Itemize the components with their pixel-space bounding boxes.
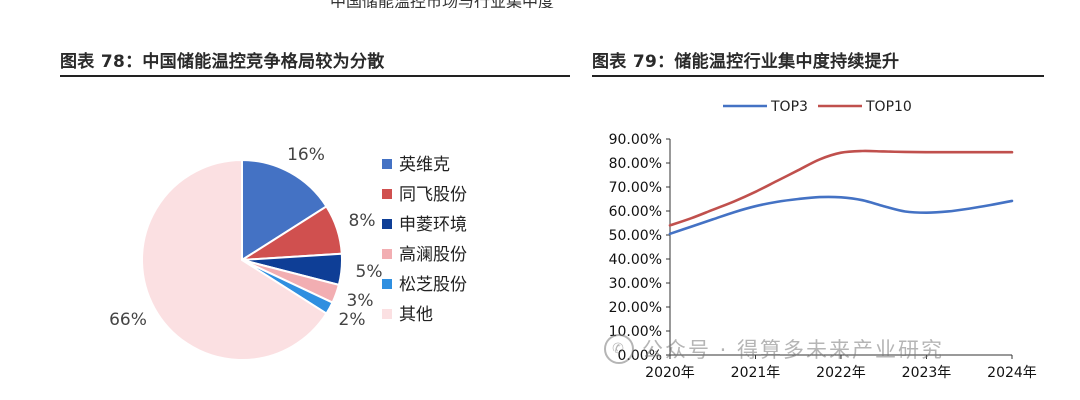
watermark-text: 公众号 · 得算多未来产业研究 xyxy=(642,338,945,362)
header-fragment-text: 中国储能温控市场与行业集中度 xyxy=(330,0,554,8)
x-tick-label: 2024年 xyxy=(987,365,1037,381)
y-tick-label: 30.00% xyxy=(609,276,662,292)
legend-swatch xyxy=(382,309,392,319)
pie-slice xyxy=(241,158,328,262)
line-legend-label: TOP10 xyxy=(865,99,912,115)
legend-label: 松芝股份 xyxy=(399,275,467,295)
y-tick-label: 80.00% xyxy=(609,156,662,172)
right-title-rule xyxy=(592,75,1044,77)
legend-swatch xyxy=(382,249,392,259)
watermark: ✆ 公众号 · 得算多未来产业研究 xyxy=(604,334,944,366)
pie-data-label: 8% xyxy=(349,211,376,231)
y-tick-label: 70.00% xyxy=(609,180,662,196)
x-tick-label: 2020年 xyxy=(645,365,695,381)
legend-swatch xyxy=(382,279,392,289)
pie-data-label: 3% xyxy=(347,291,374,311)
legend-label: 英维克 xyxy=(399,155,450,175)
left-title-rule xyxy=(60,75,570,77)
line-legend-label: TOP3 xyxy=(770,99,808,115)
y-tick-label: 50.00% xyxy=(609,228,662,244)
y-tick-label: 90.00% xyxy=(609,132,662,148)
legend-label: 高澜股份 xyxy=(399,245,467,265)
left-chart-title: 图表 78：中国储能温控竞争格局较为分散 xyxy=(60,52,385,72)
y-tick-label: 20.00% xyxy=(609,300,662,316)
y-tick-label: 60.00% xyxy=(609,204,662,220)
right-chart-title: 图表 79：储能温控行业集中度持续提升 xyxy=(592,52,900,72)
legend-swatch xyxy=(382,189,392,199)
x-tick-label: 2021年 xyxy=(731,365,781,381)
legend-swatch xyxy=(382,159,392,169)
legend-label: 同飞股份 xyxy=(399,185,467,205)
pie-data-label: 2% xyxy=(339,310,366,330)
x-tick-label: 2022年 xyxy=(816,365,866,381)
legend-label: 其他 xyxy=(399,305,433,325)
x-tick-label: 2023年 xyxy=(902,365,952,381)
wechat-icon: ✆ xyxy=(604,334,634,364)
header-fragment: 中国储能温控市场与行业集中度 xyxy=(0,0,1080,8)
pie-data-label: 5% xyxy=(356,262,383,282)
pie-data-label: 16% xyxy=(287,145,325,165)
legend-label: 申菱环境 xyxy=(399,215,467,235)
series-line xyxy=(668,195,1014,236)
series-line xyxy=(668,149,1014,227)
y-tick-label: 40.00% xyxy=(609,252,662,268)
pie-data-label: 66% xyxy=(109,310,147,330)
legend-swatch xyxy=(382,219,392,229)
pie-slice xyxy=(140,158,328,361)
